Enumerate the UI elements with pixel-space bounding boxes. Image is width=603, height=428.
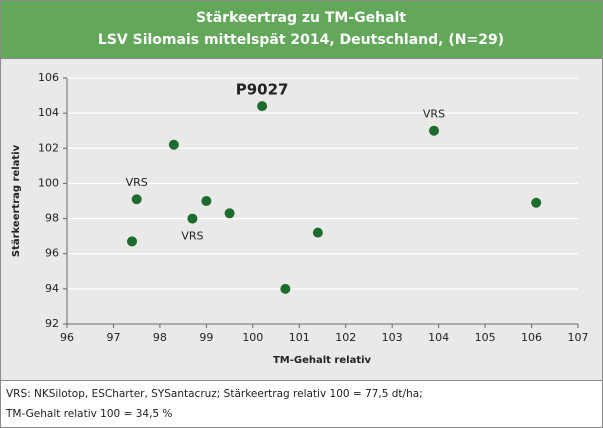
x-axis-label: TM-Gehalt relativ — [273, 355, 372, 366]
annotation: VRS — [126, 176, 148, 189]
x-tick-label: 97 — [106, 331, 120, 344]
x-tick-label: 105 — [475, 331, 496, 344]
y-tick-label: 96 — [45, 247, 59, 260]
chart-subtitle: LSV Silomais mittelspät 2014, Deutschlan… — [98, 32, 504, 48]
footnote: TM-Gehalt relativ 100 = 34,5 % — [5, 408, 172, 420]
x-tick-label: 100 — [242, 331, 263, 344]
x-tick-label: 99 — [199, 331, 213, 344]
point — [428, 125, 439, 136]
chart-title: Stärkeertrag zu TM-Gehalt — [196, 10, 406, 26]
point — [257, 101, 268, 112]
point — [127, 236, 138, 247]
x-tick-label: 106 — [521, 331, 542, 344]
y-tick-label: 104 — [38, 106, 59, 119]
point — [224, 208, 235, 219]
point — [201, 196, 212, 206]
point — [187, 213, 198, 224]
x-tick-label: 96 — [60, 331, 74, 344]
x-tick-label: 98 — [153, 331, 167, 344]
y-tick-label: 98 — [45, 212, 59, 225]
x-tick-label: 101 — [289, 331, 310, 344]
x-tick-label: 107 — [568, 331, 589, 344]
y-tick-label: 92 — [45, 317, 59, 330]
point — [131, 194, 142, 205]
annotation: P9027 — [236, 81, 289, 99]
chart-panel — [0, 58, 603, 381]
x-tick-label: 102 — [335, 331, 356, 344]
annotation: VRS — [181, 230, 203, 243]
point — [168, 139, 179, 150]
x-tick-label: 103 — [382, 331, 403, 344]
header — [0, 0, 603, 59]
y-axis-label: Stärkeertrag relativ — [11, 144, 22, 257]
y-tick-label: 106 — [38, 71, 59, 84]
footer — [0, 380, 603, 428]
y-tick-label: 100 — [38, 176, 59, 189]
footnote: VRS: NKSilotop, ESCharter, SYSantacruz; … — [6, 388, 423, 400]
x-tick-label: 104 — [428, 331, 449, 344]
point — [312, 227, 323, 238]
point — [531, 197, 542, 208]
annotation: VRS — [423, 108, 445, 121]
y-tick-label: 102 — [38, 141, 59, 154]
point — [280, 283, 291, 294]
y-tick-label: 94 — [45, 282, 59, 295]
